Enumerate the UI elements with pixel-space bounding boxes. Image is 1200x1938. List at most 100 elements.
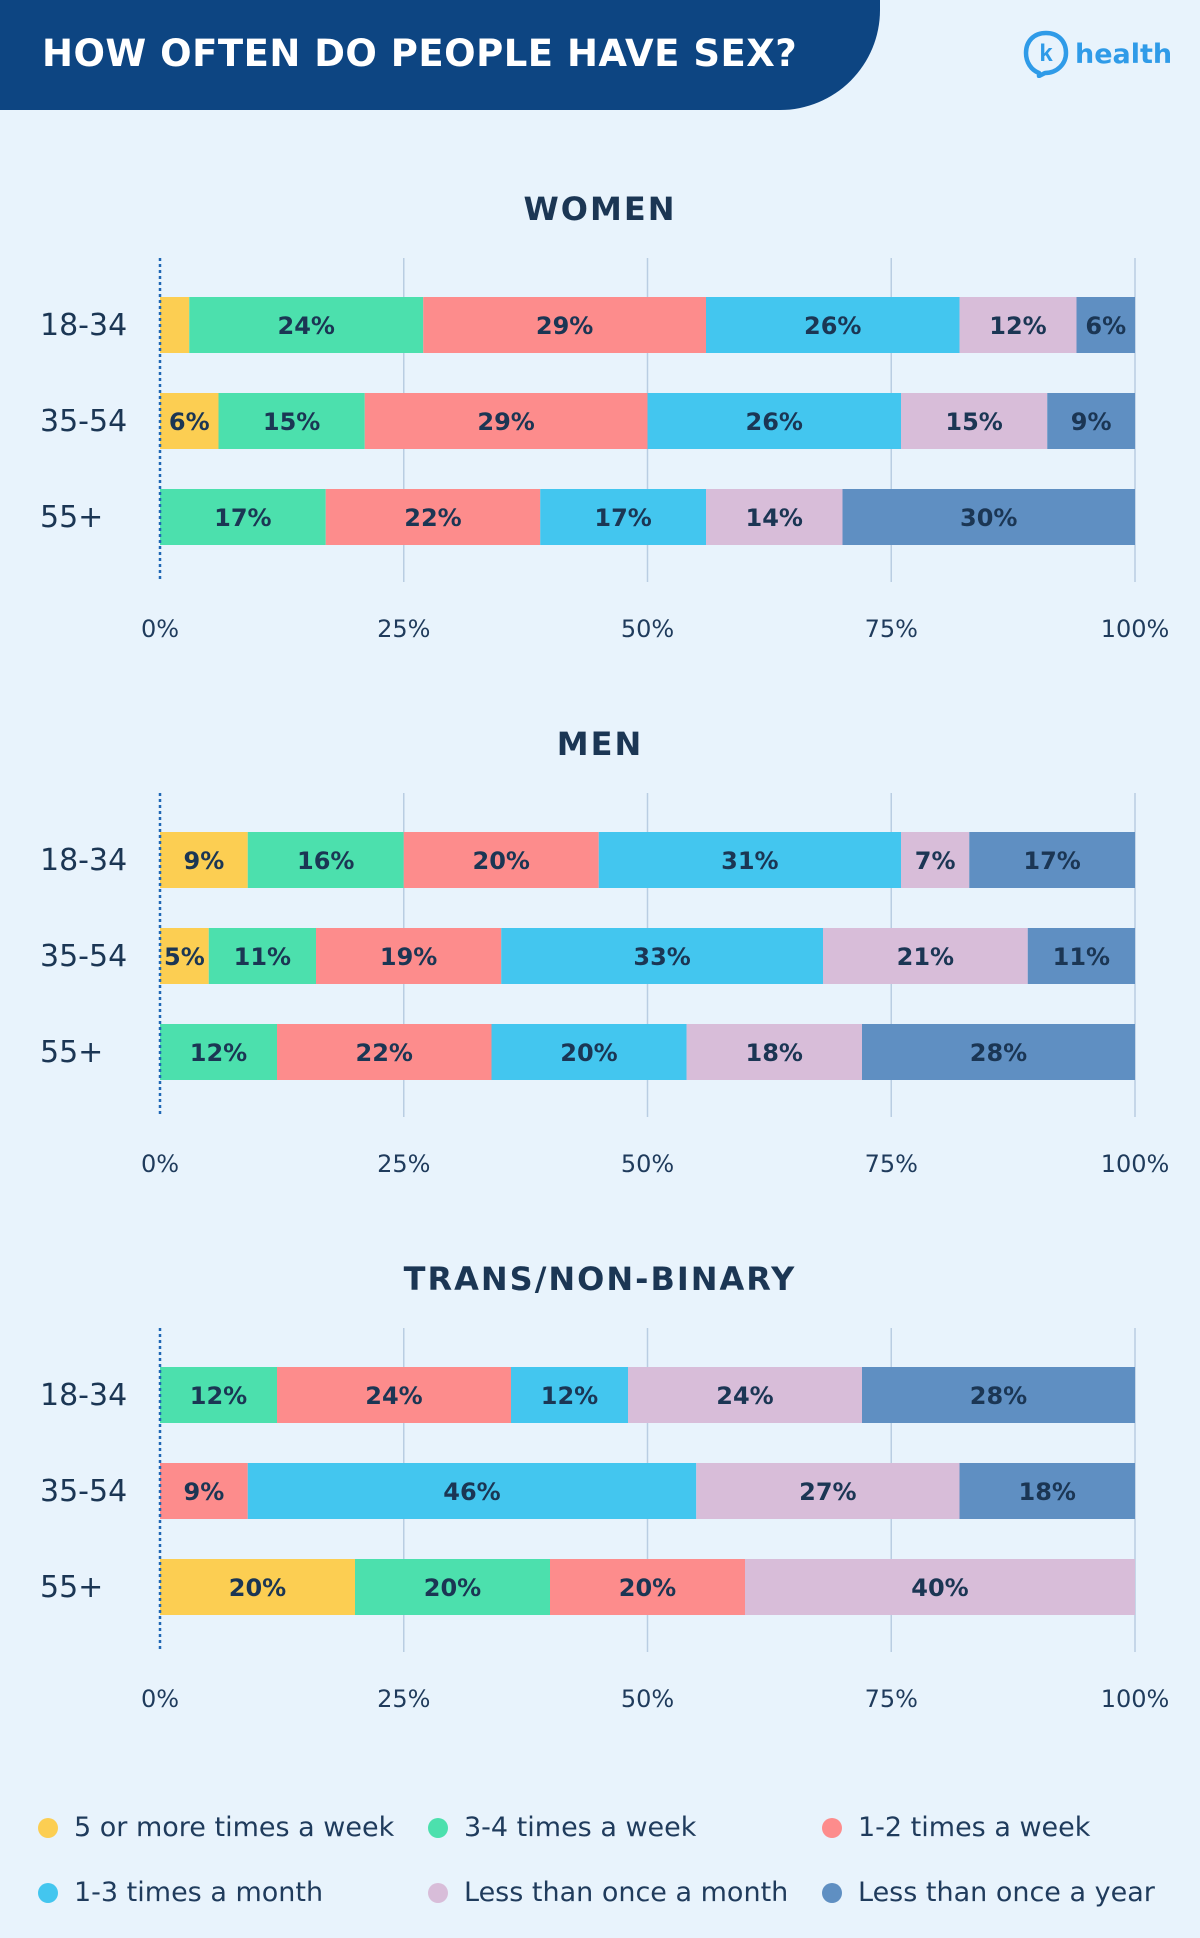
bar-segment [491, 1024, 687, 1080]
legend-item: Less than once a month [428, 1877, 788, 1908]
chart-title: MEN [557, 725, 643, 763]
x-tick-label: 50% [621, 615, 674, 643]
data-label: 9% [184, 847, 225, 875]
bar-segment [598, 832, 901, 888]
bar-segment [208, 928, 316, 984]
legend-item: 1-2 times a week [822, 1812, 1090, 1843]
bar-segment [160, 393, 219, 449]
bar-segment [325, 489, 541, 545]
data-label: 22% [404, 504, 461, 532]
bar-segment [647, 393, 901, 449]
data-label: 15% [945, 408, 1002, 436]
bar-segment [160, 489, 326, 545]
data-label: 11% [1053, 943, 1110, 971]
data-label: 24% [365, 1382, 422, 1410]
legend-item: 1-3 times a month [38, 1877, 323, 1908]
data-label: 28% [970, 1382, 1027, 1410]
data-label: 20% [473, 847, 530, 875]
x-tick-label: 100% [1101, 1150, 1170, 1178]
data-label: 24% [716, 1382, 773, 1410]
brand-name: health [1075, 38, 1173, 70]
x-tick-label: 50% [621, 1150, 674, 1178]
bar-segment [160, 1463, 248, 1519]
legend-label: 3-4 times a week [464, 1812, 697, 1843]
legend-swatch-icon [38, 1882, 58, 1903]
bar-segment [969, 832, 1135, 888]
bar-segment [696, 1463, 960, 1519]
data-label: 20% [619, 1574, 676, 1602]
chart-panel-1: WOMEN 0% 25% 50% 75% 100% 18-34 24% 29% 26% 12% 6% 3… [40, 190, 1169, 643]
bar-segment [862, 1367, 1135, 1423]
data-label: 22% [356, 1039, 413, 1067]
data-label: 20% [229, 1574, 286, 1602]
data-label: 40% [911, 1574, 968, 1602]
bar-segment [189, 297, 424, 353]
category-label: 35-54 [40, 404, 127, 439]
page-title: HOW OFTEN DO PEOPLE HAVE SEX? [42, 32, 798, 75]
category-label: 35-54 [40, 939, 127, 974]
category-label: 55+ [40, 1035, 103, 1070]
x-tick-label: 75% [865, 1150, 918, 1178]
bar-segment [316, 928, 502, 984]
x-tick-label: 75% [865, 1685, 918, 1713]
x-tick-label: 50% [621, 1685, 674, 1713]
data-label: 6% [169, 408, 210, 436]
bar-segment [959, 1463, 1135, 1519]
x-tick-label: 25% [377, 1150, 430, 1178]
data-label: 6% [1085, 312, 1126, 340]
legend-swatch-icon [428, 1882, 448, 1903]
bar-segment [686, 1024, 862, 1080]
bar-segment [959, 297, 1077, 353]
data-label: 17% [1023, 847, 1080, 875]
bar-segment [706, 297, 960, 353]
data-label: 9% [1071, 408, 1112, 436]
bar-segment [1076, 297, 1135, 353]
bar-segment [706, 489, 843, 545]
data-label: 19% [380, 943, 437, 971]
k-health-logo-icon: k [1023, 30, 1069, 78]
data-label: 9% [184, 1478, 225, 1506]
data-label: 17% [214, 504, 271, 532]
bar-segment [842, 489, 1135, 545]
data-label: 24% [278, 312, 335, 340]
bar-segment [501, 928, 823, 984]
legend-label: 5 or more times a week [74, 1812, 395, 1843]
bar-segment [160, 1024, 277, 1080]
data-label: 16% [297, 847, 354, 875]
data-label: 5% [164, 943, 205, 971]
data-label: 17% [594, 504, 651, 532]
data-label: 12% [190, 1039, 247, 1067]
bar-segment [160, 1559, 355, 1615]
bar-segment [540, 489, 706, 545]
category-label: 35-54 [40, 1474, 127, 1509]
x-tick-label: 75% [865, 615, 918, 643]
data-label: 12% [989, 312, 1046, 340]
x-tick-label: 100% [1101, 1685, 1170, 1713]
data-label: 12% [541, 1382, 598, 1410]
category-label: 55+ [40, 500, 103, 535]
data-label: 20% [424, 1574, 481, 1602]
brand-logo: k health [1023, 30, 1172, 78]
bar-segment [160, 1367, 277, 1423]
bar-segment [277, 1367, 511, 1423]
bar-segment [823, 928, 1028, 984]
category-label: 18-34 [40, 843, 127, 878]
legend-swatch-icon [822, 1817, 842, 1838]
data-label: 31% [721, 847, 778, 875]
data-label: 26% [746, 408, 803, 436]
data-label: 28% [970, 1039, 1027, 1067]
bar-segment [511, 1367, 628, 1423]
legend-label: Less than once a year [858, 1877, 1155, 1908]
legend-swatch-icon [38, 1817, 58, 1838]
data-label: 33% [633, 943, 690, 971]
bar-segment [901, 393, 1048, 449]
bar-segment [423, 297, 706, 353]
legend-item: 5 or more times a week [38, 1812, 394, 1843]
data-label: 14% [746, 504, 803, 532]
x-tick-label: 0% [141, 1685, 179, 1713]
bar-segment [160, 297, 190, 353]
bar-segment [745, 1559, 1135, 1615]
bar-segment [1047, 393, 1135, 449]
data-label: 30% [960, 504, 1017, 532]
data-label: 18% [1019, 1478, 1076, 1506]
